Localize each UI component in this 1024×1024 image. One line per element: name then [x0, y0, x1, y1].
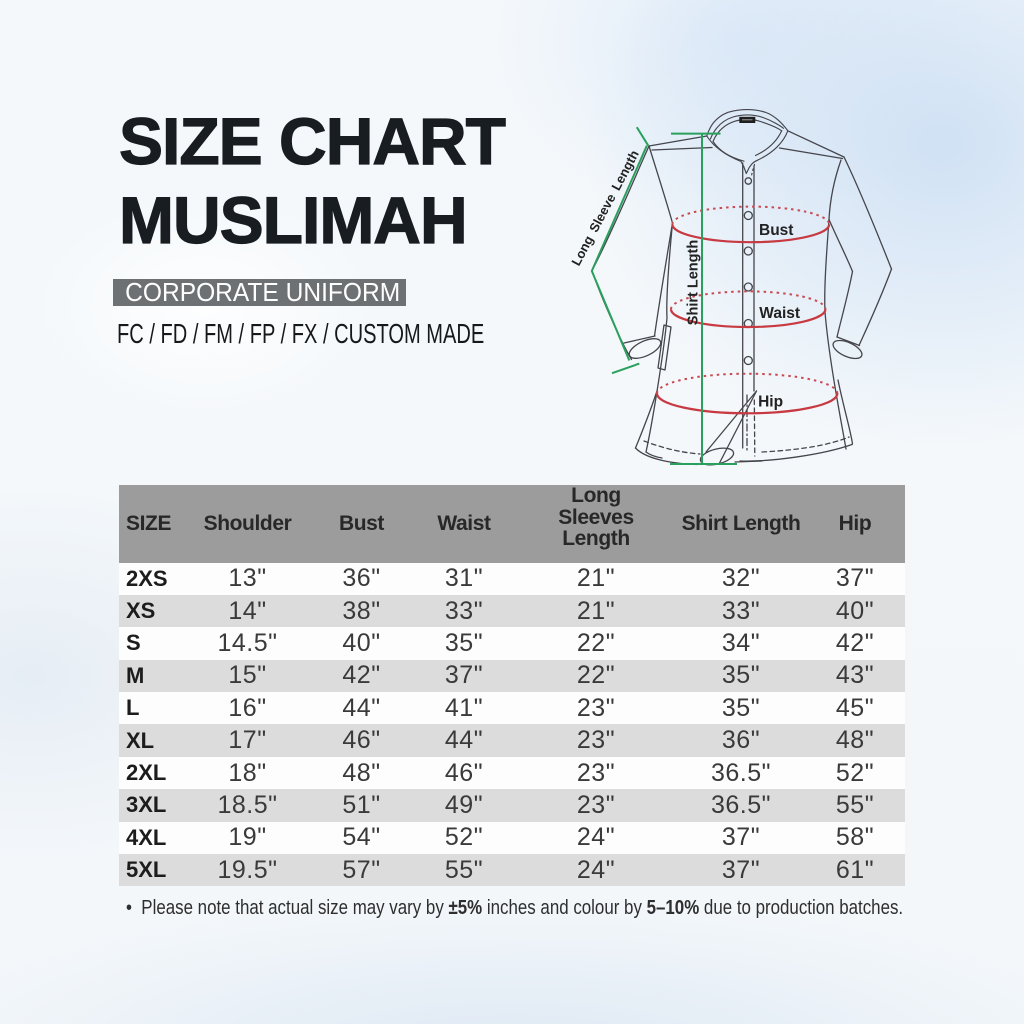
svg-text:Shirt Length: Shirt Length — [686, 240, 702, 325]
svg-text:Long Sleeve Length: Long Sleeve Length — [568, 148, 642, 269]
svg-text:Hip: Hip — [758, 394, 783, 411]
svg-text:Bust: Bust — [759, 222, 793, 239]
svg-text:Waist: Waist — [759, 305, 800, 322]
